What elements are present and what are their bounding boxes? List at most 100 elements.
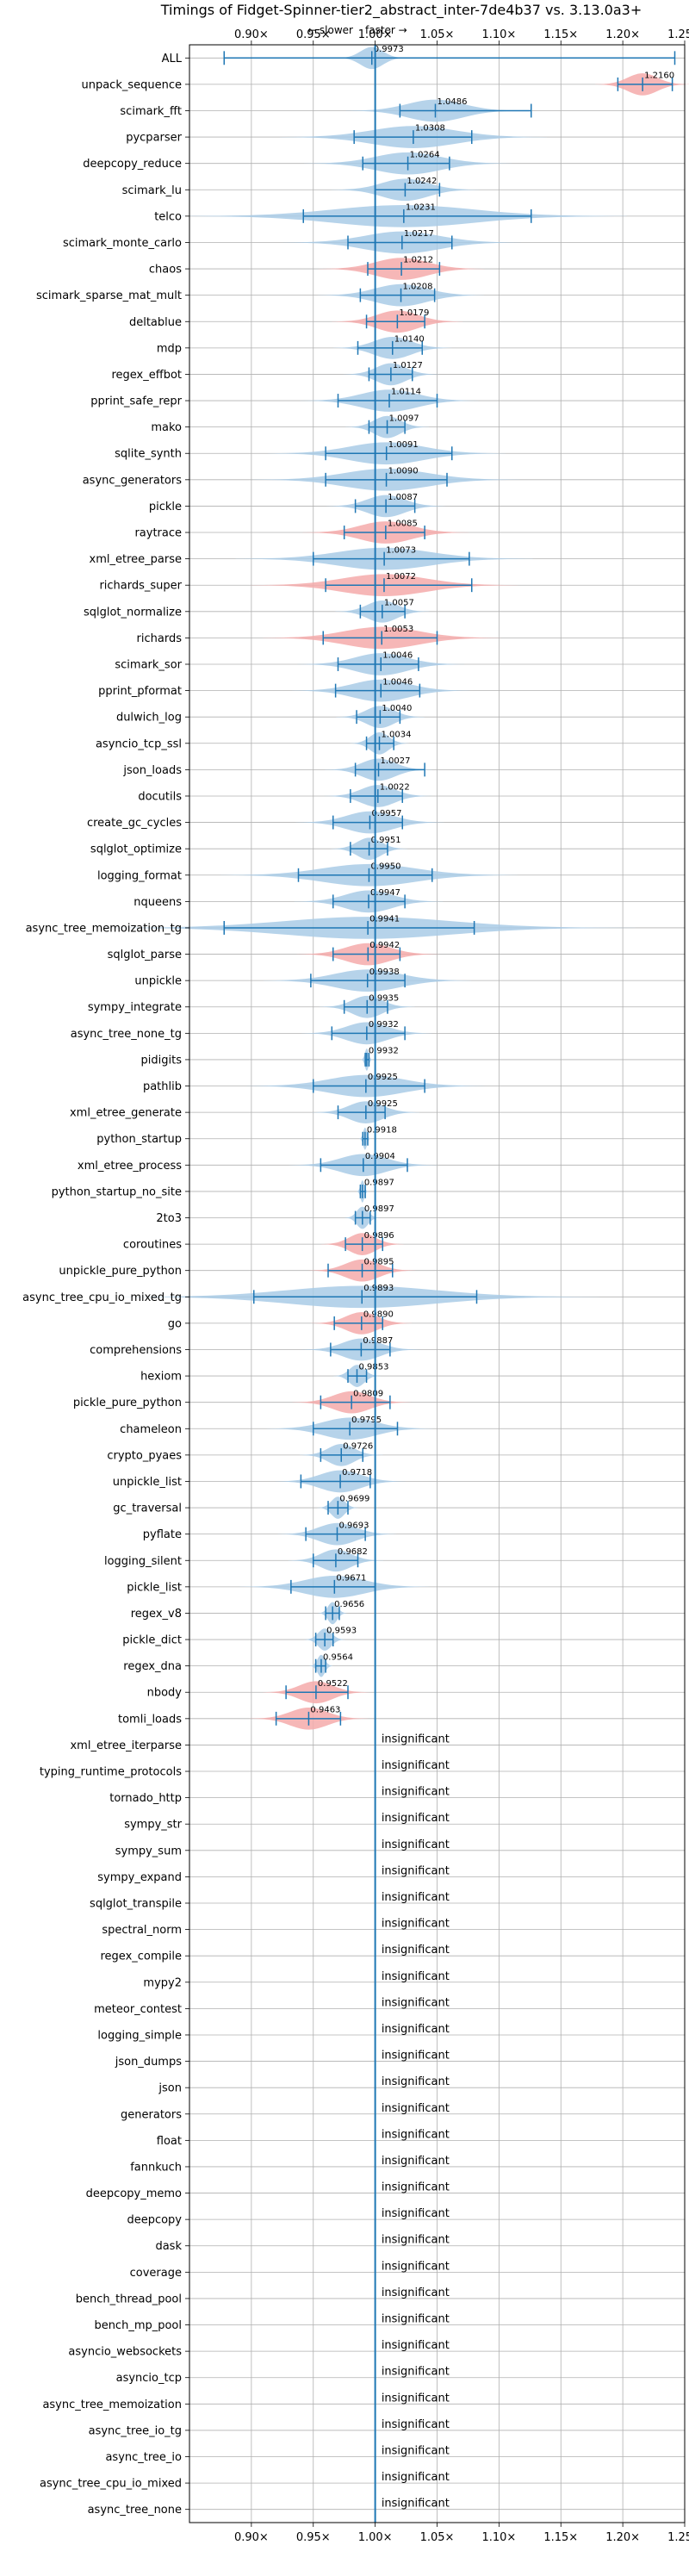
benchmark-row-scimark_monte_carlo: 1.0217 (282, 229, 521, 254)
value-label-dulwich_log: 1.0040 (382, 704, 412, 713)
value-label-unpickle: 0.9938 (369, 968, 400, 977)
benchmark-row-deltablue: 1.0179 (332, 308, 463, 333)
value-label-python_startup: 0.9918 (367, 1125, 397, 1135)
value-label-pycparser: 1.0308 (415, 124, 445, 134)
insignificant-label-sympy_sum: insignificant (382, 1839, 450, 1851)
benchmark-row-nqueens: 0.9947 (294, 888, 444, 913)
benchmark-row-regex_compile: insignificant (382, 1944, 450, 1957)
benchmark-row-pickle_dict: 0.9593 (303, 1627, 357, 1651)
insignificant-label-bench_mp_pool: insignificant (382, 2313, 450, 2326)
insignificant-label-typing_runtime_protocols: insignificant (382, 1759, 450, 1772)
benchmark-label-regex_dna: regex_dna (123, 1660, 182, 1673)
insignificant-label-async_tree_none: insignificant (382, 2498, 450, 2511)
value-label-deepcopy_reduce: 1.0264 (410, 150, 440, 159)
benchmark-row-raytrace: 1.0085 (302, 520, 469, 544)
benchmark-label-richards_super: richards_super (99, 580, 182, 593)
benchmark-label-ALL: ALL (162, 53, 183, 65)
benchmark-label-async_tree_io_tg: async_tree_io_tg (89, 2424, 182, 2437)
benchmark-label-logging_silent: logging_silent (104, 1555, 182, 1568)
benchmark-row-async_tree_cpu_io_mixed: insignificant (382, 2471, 450, 2484)
benchmark-row-sqlglot_parse: 0.9942 (296, 941, 440, 966)
benchmark-label-sqlglot_transpile: sqlglot_transpile (90, 1898, 182, 1911)
benchmark-row-float: insignificant (382, 2128, 450, 2141)
benchmark-label-unpickle: unpickle (134, 975, 182, 988)
benchmark-label-create_gc_cycles: create_gc_cycles (87, 817, 182, 830)
benchmark-row-xml_etree_process: 0.9904 (289, 1152, 438, 1177)
benchmark-label-logging_simple: logging_simple (97, 2029, 182, 2042)
benchmark-label-typing_runtime_protocols: typing_runtime_protocols (40, 1766, 182, 1779)
benchmark-label-unpickle_list: unpickle_list (113, 1476, 182, 1489)
x-tick-label-top-7: 1.25× (667, 28, 689, 41)
benchmark-label-python_startup_no_site: python_startup_no_site (52, 1185, 182, 1198)
value-label-pickle: 1.0087 (388, 493, 418, 502)
benchmark-row-pathlib: 0.9925 (246, 1073, 485, 1098)
benchmark-row-mdp: 1.0140 (332, 335, 452, 359)
benchmark-label-pprint_safe_repr: pprint_safe_repr (90, 395, 182, 408)
insignificant-label-async_tree_io: insignificant (382, 2445, 450, 2458)
x-tick-label-top-0: 0.90× (234, 28, 269, 41)
benchmark-row-scimark_fft: 1.0486 (345, 97, 532, 122)
value-label-comprehensions: 0.9887 (363, 1336, 393, 1346)
benchmark-label-dulwich_log: dulwich_log (116, 712, 182, 725)
value-label-async_tree_memoization_tg: 0.9941 (369, 915, 400, 924)
benchmark-label-chaos: chaos (149, 264, 182, 277)
benchmark-row-2to3: 0.9897 (344, 1204, 394, 1229)
benchmark-label-raytrace: raytrace (134, 527, 182, 540)
x-tick-label-bottom-2: 1.00× (358, 2531, 393, 2544)
benchmark-row-coroutines: 0.9896 (320, 1231, 404, 1255)
benchmark-row-logging_simple: insignificant (382, 2023, 450, 2036)
insignificant-label-regex_compile: insignificant (382, 1944, 450, 1957)
benchmark-row-spectral_norm: insignificant (382, 1918, 450, 1931)
benchmark-row-sqlite_synth: 1.0091 (267, 440, 506, 465)
insignificant-label-json: insignificant (382, 2075, 450, 2088)
benchmark-label-go: go (168, 1317, 182, 1330)
benchmark-row-pyflate: 0.9693 (277, 1521, 397, 1546)
value-label-scimark_fft: 1.0486 (437, 97, 467, 107)
value-label-regex_dna: 0.9564 (323, 1652, 353, 1662)
insignificant-label-coverage: insignificant (382, 2260, 450, 2273)
benchmark-row-dask: insignificant (382, 2234, 450, 2247)
value-label-nbody: 0.9522 (318, 1679, 348, 1689)
benchmark-label-pickle_dict: pickle_dict (122, 1634, 182, 1647)
benchmark-row-docutils: 1.0022 (324, 783, 431, 807)
benchmark-row-mypy2: insignificant (382, 1970, 450, 1983)
benchmark-label-async_tree_memoization: async_tree_memoization (42, 2399, 182, 2411)
axes: ALL unpack_sequence scimark_fft pycparser de… (22, 28, 689, 2544)
benchmark-row-scimark_sor: 1.0046 (297, 651, 464, 675)
benchmark-row-unpickle_pure_python: 0.9895 (308, 1257, 416, 1282)
benchmark-row-async_tree_io: insignificant (382, 2445, 450, 2458)
benchmark-label-async_tree_memoization_tg: async_tree_memoization_tg (26, 922, 182, 935)
benchmark-row-pidigits: 0.9932 (360, 1047, 399, 1071)
benchmark-label-regex_compile: regex_compile (100, 1951, 182, 1963)
x-tick-label-top-1: 0.95× (296, 28, 331, 41)
benchmark-row-sqlglot_optimize: 0.9951 (330, 836, 408, 861)
benchmark-row-xml_etree_generate: 0.9925 (312, 1099, 419, 1123)
insignificant-label-generators: insignificant (382, 2102, 450, 2115)
x-tick-label-bottom-5: 1.15× (543, 2531, 578, 2544)
benchmark-row-sqlglot_normalize: 1.0057 (334, 598, 431, 623)
x-tick-label-bottom-3: 1.05× (420, 2531, 455, 2544)
x-tick-label-top-6: 1.20× (605, 28, 640, 41)
value-label-scimark_sor: 1.0046 (382, 651, 413, 661)
benchmark-label-async_tree_io: async_tree_io (105, 2451, 182, 2464)
insignificant-label-tornado_http: insignificant (382, 1786, 450, 1799)
benchmark-label-mako: mako (151, 421, 182, 434)
benchmark-label-asyncio_tcp: asyncio_tcp (116, 2372, 182, 2385)
benchmark-row-bench_mp_pool: insignificant (382, 2313, 450, 2326)
value-label-async_tree_none_tg: 0.9932 (369, 1020, 399, 1030)
insignificant-label-spectral_norm: insignificant (382, 1918, 450, 1931)
benchmark-label-pycparser: pycparser (126, 132, 182, 145)
insignificant-label-meteor_contest: insignificant (382, 1996, 450, 2009)
benchmark-label-logging_format: logging_format (97, 869, 182, 882)
benchmark-label-xml_etree_generate: xml_etree_generate (70, 1107, 182, 1120)
x-tick-label-top-4: 1.10× (481, 28, 516, 41)
benchmark-label-sympy_expand: sympy_expand (97, 1871, 182, 1884)
insignificant-label-sqlglot_transpile: insignificant (382, 1891, 450, 1904)
value-label-pathlib: 0.9925 (368, 1073, 398, 1082)
benchmark-row-asyncio_tcp: insignificant (382, 2366, 450, 2379)
benchmark-row-deepcopy: insignificant (382, 2207, 450, 2220)
benchmark-label-scimark_lu: scimark_lu (122, 184, 182, 197)
benchmark-label-unpack_sequence: unpack_sequence (81, 78, 182, 91)
insignificant-label-sympy_str: insignificant (382, 1812, 450, 1825)
